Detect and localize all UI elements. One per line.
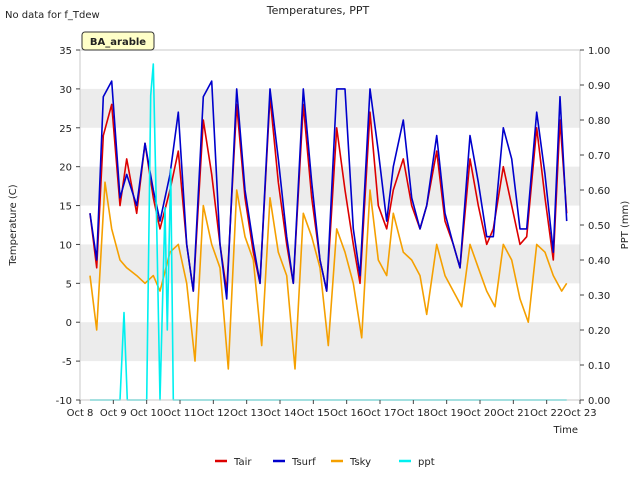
grid-band bbox=[80, 88, 580, 128]
x-tick-label: Oct 17 bbox=[363, 408, 396, 419]
y-tick-label: 25 bbox=[59, 124, 72, 135]
site-badge-label: BA_arable bbox=[90, 37, 146, 48]
y2-tick-label: 0.70 bbox=[588, 151, 610, 162]
y2-tick-label: 0.10 bbox=[588, 361, 610, 372]
x-axis-label: Time bbox=[553, 425, 578, 436]
site-badge-box bbox=[81, 31, 155, 51]
x-tick-label: Oct 10 bbox=[130, 408, 163, 419]
x-tick-label: Oct 11 bbox=[163, 408, 196, 419]
y-tick-label: 0 bbox=[66, 318, 72, 329]
no-data-note: No data for f_Tdew bbox=[5, 10, 100, 21]
x-tick-label: Oct 15 bbox=[297, 408, 330, 419]
y2-tick-label: 0.40 bbox=[588, 256, 610, 267]
x-tick-label: Oct 13 bbox=[230, 408, 263, 419]
x-tick-label: Oct 8 bbox=[67, 408, 94, 419]
legend-label-tsky: Tsky bbox=[349, 457, 371, 468]
y-tick-label: -10 bbox=[56, 396, 72, 407]
y-tick-label: 10 bbox=[59, 240, 72, 251]
y-tick-label: 20 bbox=[59, 163, 72, 174]
x-tick-label: Oct 18 bbox=[397, 408, 430, 419]
y-axis-label: Temperature (C) bbox=[8, 184, 19, 266]
x-axis: Oct 8 Oct 9 Oct 10 Oct 11 Oct 12 Oct 13 Oct 14… bbox=[67, 400, 597, 419]
y2-tick-label: 1.00 bbox=[588, 46, 610, 57]
y2-tick-label: 0.50 bbox=[588, 221, 610, 232]
legend-label-ppt: ppt bbox=[418, 457, 435, 468]
y-tick-label: 15 bbox=[59, 202, 72, 213]
legend-label-tair: Tair bbox=[233, 457, 252, 468]
y2-tick-label: 0.80 bbox=[588, 116, 610, 127]
y2-tick-label: 0.30 bbox=[588, 291, 610, 302]
series-line-ppt bbox=[90, 63, 567, 401]
y2-tick-label: 0.60 bbox=[588, 186, 610, 197]
x-tick-label: Oct 16 bbox=[330, 408, 363, 419]
x-tick-label: Oct 20 bbox=[463, 408, 496, 419]
y2-tick-label: 0.90 bbox=[588, 81, 610, 92]
y2-axis-label: PPT (mm) bbox=[620, 201, 631, 250]
chart-title: Temperatures, PPT bbox=[266, 4, 370, 17]
x-tick-label: Oct 9 bbox=[100, 408, 127, 419]
x-tick-label: Oct 14 bbox=[263, 408, 296, 419]
y-axis-right: 0.00 0.10 0.20 0.30 0.40 0.50 0.60 0.70 0.80 0.90… bbox=[580, 46, 610, 407]
legend-label-tsurf: Tsurf bbox=[291, 457, 316, 468]
y-axis-left: -10 -5 0 5 10 15 20 25 30 35 bbox=[56, 46, 80, 407]
x-tick-label: Oct 22 bbox=[530, 408, 563, 419]
y-tick-label: 30 bbox=[59, 85, 72, 96]
y2-tick-label: 0.00 bbox=[588, 396, 610, 407]
plot-lines bbox=[89, 63, 568, 401]
y-tick-label: -5 bbox=[62, 357, 72, 368]
site-badge: BA_arable bbox=[81, 31, 155, 51]
x-tick-label: Oct 12 bbox=[197, 408, 230, 419]
series-line-tsurf bbox=[89, 80, 568, 300]
x-tick-label: Oct 21 bbox=[497, 408, 530, 419]
y-tick-label: 5 bbox=[66, 279, 72, 290]
x-tick-label: Oct 23 bbox=[563, 408, 596, 419]
legend: Tair Tsurf Tsky ppt bbox=[215, 457, 435, 468]
y-tick-label: 35 bbox=[59, 46, 72, 57]
x-tick-label: Oct 19 bbox=[430, 408, 463, 419]
y2-tick-label: 0.20 bbox=[588, 326, 610, 337]
